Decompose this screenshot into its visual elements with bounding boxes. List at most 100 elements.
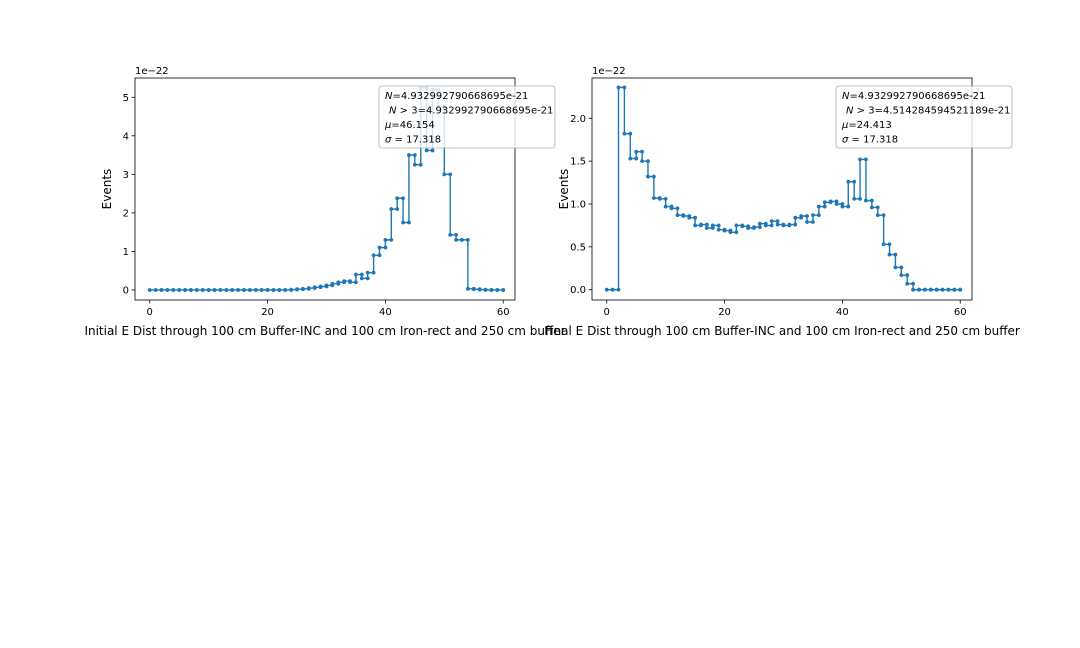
data-point — [395, 207, 400, 211]
data-point — [483, 288, 488, 292]
data-point — [359, 276, 364, 281]
data-point — [657, 196, 662, 201]
data-point — [622, 85, 627, 90]
data-point — [501, 288, 506, 292]
plot-frame — [134, 77, 516, 301]
stats-value: > 3=4.514284594521189e-21 — [853, 106, 1010, 117]
data-point — [295, 287, 299, 292]
data-point — [864, 198, 868, 203]
x-axis-label: Initial E Dist through 100 cm Buffer-INC… — [84, 324, 565, 338]
data-point — [212, 288, 217, 292]
stats-value: =4.932992790668695e-21 — [392, 91, 528, 102]
data-point — [330, 281, 335, 286]
data-point — [177, 288, 182, 292]
data-point — [669, 206, 674, 211]
data-point — [165, 288, 170, 292]
data-point — [893, 252, 898, 257]
data-point — [805, 220, 809, 224]
data-point — [448, 232, 453, 237]
y-tick-label: 2.0 — [570, 114, 586, 125]
data-point — [728, 230, 733, 235]
data-point — [663, 196, 668, 201]
y-tick-label: 0.0 — [570, 285, 586, 296]
data-point — [958, 287, 963, 292]
data-point — [442, 172, 447, 177]
stats-value: = 17.318 — [391, 135, 441, 146]
data-point — [811, 213, 815, 218]
data-point — [153, 288, 158, 292]
data-point — [230, 288, 235, 292]
stats-box: N=4.932992790668695e-21N > 3=4.932992790… — [378, 85, 556, 149]
data-point — [775, 219, 780, 224]
data-point — [911, 287, 915, 292]
data-point — [740, 224, 745, 229]
data-point — [312, 285, 317, 290]
data-point — [634, 149, 639, 154]
data-point — [663, 204, 668, 209]
data-point — [389, 237, 394, 242]
data-point — [834, 202, 839, 206]
data-point — [401, 196, 405, 201]
data-point — [881, 213, 886, 218]
data-point — [828, 199, 833, 204]
data-point — [395, 196, 400, 201]
x-axis-label: Final E Dist through 100 cm Buffer-INC a… — [544, 324, 1020, 338]
data-point — [952, 287, 957, 292]
data-point — [816, 213, 821, 218]
data-point — [159, 288, 164, 292]
data-point — [793, 222, 798, 227]
y-tick-label: 0.5 — [570, 242, 586, 253]
data-point — [775, 222, 780, 227]
data-point — [934, 287, 939, 292]
data-point — [811, 220, 815, 224]
y-tick-label: 1 — [123, 247, 129, 258]
data-point — [675, 206, 680, 211]
data-point — [693, 223, 697, 228]
data-point — [822, 204, 827, 209]
data-point — [852, 196, 857, 201]
data-point — [477, 287, 482, 292]
data-point — [646, 159, 650, 164]
data-point — [189, 288, 193, 292]
data-point — [704, 226, 709, 230]
chart-panel-1: 0 20 40 60 0 1 2 3 4 5 1e−22 Initial E Dist through… — [84, 66, 565, 338]
stats-box-frame — [835, 85, 1013, 149]
data-point — [793, 215, 798, 220]
data-point — [306, 286, 311, 290]
data-point — [277, 288, 282, 292]
data-point — [781, 223, 786, 228]
data-point — [887, 242, 892, 247]
data-point — [283, 288, 288, 292]
stats-line: σ = 17.318 — [385, 135, 441, 146]
data-point — [752, 225, 756, 230]
data-point — [758, 225, 762, 230]
data-point — [610, 287, 615, 292]
data-point — [336, 280, 341, 285]
x-tick-label: 20 — [718, 307, 731, 318]
data-point — [171, 288, 176, 292]
data-point — [224, 288, 229, 292]
data-point — [905, 273, 910, 278]
data-point — [253, 288, 258, 292]
data-point — [846, 204, 851, 209]
y-tick-label: 5 — [123, 93, 129, 104]
data-point — [628, 156, 633, 161]
data-point — [365, 276, 370, 281]
data-point — [722, 228, 727, 233]
data-point — [371, 253, 376, 258]
stats-symbol: μ — [841, 120, 848, 131]
data-point — [628, 131, 633, 136]
data-point — [454, 237, 458, 242]
data-point — [407, 153, 411, 157]
x-tick-label: 0 — [604, 307, 610, 318]
data-point — [183, 288, 187, 292]
data-point — [604, 287, 609, 292]
data-point — [687, 215, 692, 220]
y-tick-label: 2 — [123, 208, 129, 219]
data-point — [200, 288, 205, 292]
y-tick-label: 1.5 — [570, 157, 586, 168]
stats-line: N > 3=4.932992790668695e-21 — [389, 106, 553, 117]
data-point — [693, 215, 697, 220]
y-offset-text: 1e−22 — [592, 66, 626, 77]
stats-value: =4.932992790668695e-21 — [849, 91, 985, 102]
